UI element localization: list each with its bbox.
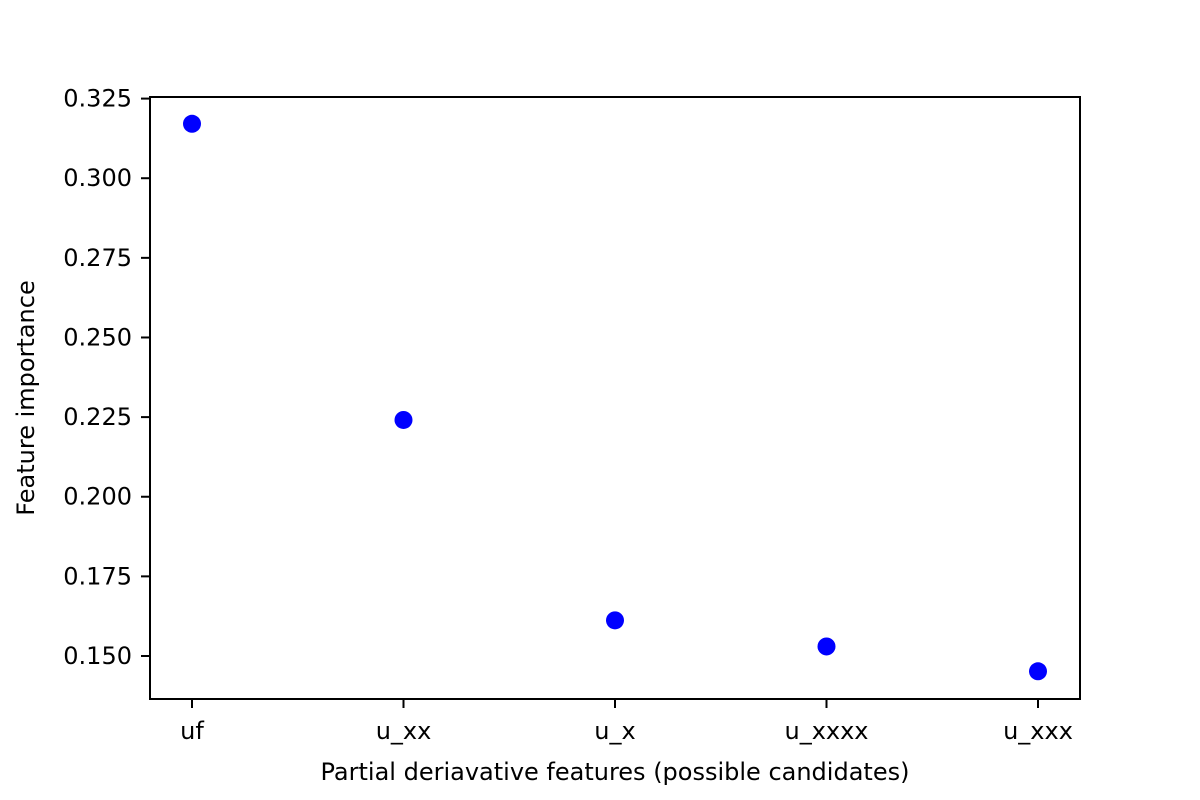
y-tick-label: 0.150: [63, 642, 132, 670]
y-tick-label: 0.275: [63, 244, 132, 272]
y-tick-label: 0.225: [63, 403, 132, 431]
data-point: [817, 637, 836, 656]
data-point: [606, 611, 624, 630]
x-axis-ticks: uf u_xx u_x u_xxxx u_xxx: [180, 699, 1073, 745]
x-tick-label: u_xx: [376, 717, 432, 745]
data-point: [394, 410, 413, 429]
y-axis-title: Feature importance: [12, 280, 40, 515]
x-tick-label: u_xxxx: [784, 717, 868, 745]
data-point: [183, 114, 201, 133]
x-tick-label: u_x: [594, 717, 635, 745]
y-axis-ticks: 0.150 0.175 0.200 0.225 0.250 0.275 0.300 0.325: [63, 85, 150, 670]
plot-background: [150, 97, 1080, 699]
y-tick-label: 0.250: [63, 323, 132, 351]
x-tick-label: uf: [180, 717, 204, 745]
y-tick-label: 0.200: [63, 483, 132, 511]
x-tick-label: u_xxx: [1003, 717, 1073, 745]
y-tick-label: 0.300: [63, 164, 132, 192]
x-axis-title: Partial deriavative features (possible c…: [321, 758, 910, 786]
y-tick-label: 0.175: [63, 562, 132, 590]
data-point: [1029, 662, 1047, 681]
plot-frame: [149, 96, 1081, 700]
data-points: [183, 114, 1047, 681]
y-tick-label: 0.325: [63, 85, 132, 113]
